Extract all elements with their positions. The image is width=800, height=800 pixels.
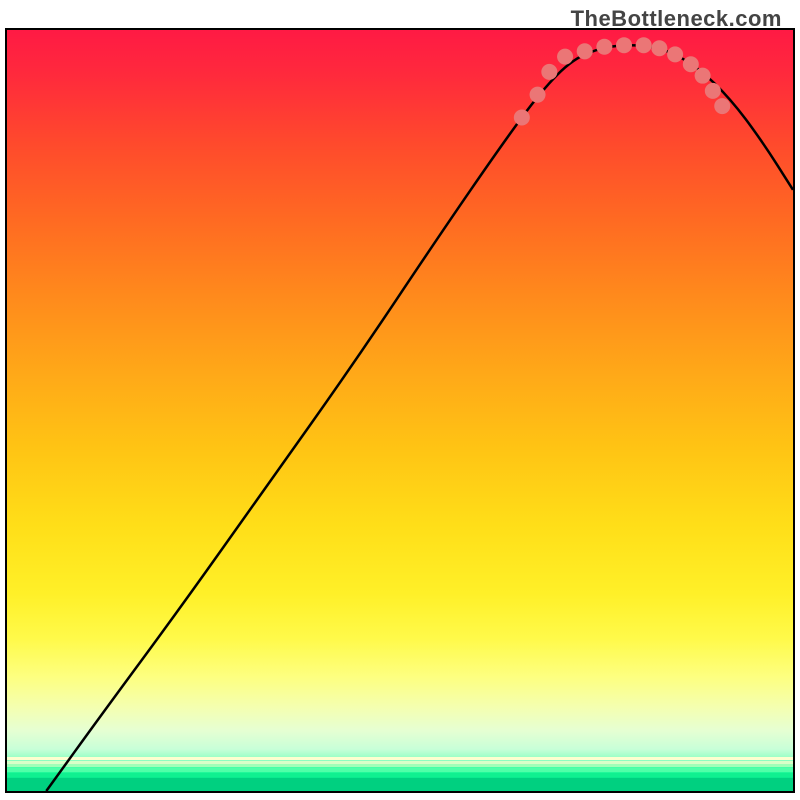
- data-point-marker: [683, 56, 699, 72]
- data-point-marker: [596, 39, 612, 55]
- data-point-marker: [695, 68, 711, 84]
- data-point-marker: [616, 37, 632, 53]
- data-point-marker: [714, 98, 730, 114]
- data-point-marker: [541, 64, 557, 80]
- watermark-text: TheBottleneck.com: [571, 6, 782, 32]
- data-point-marker: [651, 40, 667, 56]
- chart-overlay-svg: [7, 30, 793, 791]
- chart-container: TheBottleneck.com: [0, 0, 800, 800]
- data-point-marker: [667, 46, 683, 62]
- plot-area: [5, 28, 795, 793]
- data-point-marker: [705, 83, 721, 99]
- data-point-marker: [577, 43, 593, 59]
- data-point-marker: [557, 49, 573, 65]
- data-point-marker: [636, 37, 652, 53]
- data-point-marker: [530, 87, 546, 103]
- bottleneck-curve: [46, 45, 793, 791]
- data-point-marker: [514, 110, 530, 126]
